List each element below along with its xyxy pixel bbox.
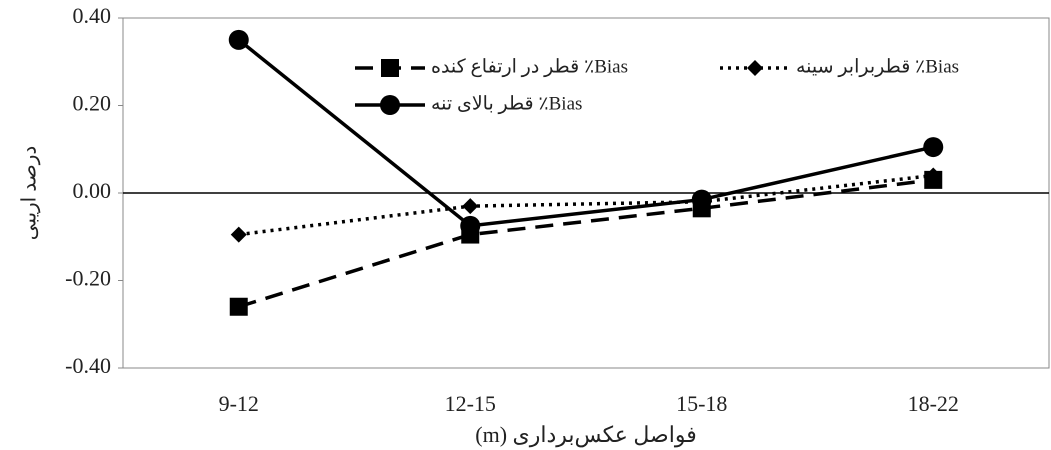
data-point: [460, 215, 481, 236]
data-point: [691, 189, 712, 210]
legend-marker: [380, 95, 400, 115]
x-tick-label: 18-22: [908, 391, 959, 416]
data-point: [229, 297, 248, 316]
x-tick-label: 9-12: [219, 391, 259, 416]
y-axis-title: درصد اریبی: [19, 146, 41, 241]
legend-marker: [381, 59, 399, 77]
x-axis-title: فواصل عکس‌برداری (m): [475, 422, 696, 448]
series-line: [238, 178, 934, 309]
legend-label: قطربرابر سینه ٪Bias: [796, 56, 959, 77]
data-point: [462, 198, 479, 215]
data-point: [230, 226, 247, 243]
series-line: [238, 173, 934, 237]
series-line: [237, 38, 934, 228]
data-point: [923, 137, 944, 158]
y-tick-label: -0.40: [65, 353, 111, 378]
data-point: [925, 167, 942, 184]
legend-label: قطر در ارتفاع کنده ٪Bias: [431, 56, 628, 77]
y-tick-label: 0.40: [73, 3, 112, 28]
data-point: [228, 29, 249, 50]
legend-marker: [747, 60, 763, 76]
y-tick-label: 0.20: [73, 91, 112, 116]
y-tick-label: -0.20: [65, 266, 111, 291]
x-tick-label: 12-15: [445, 391, 496, 416]
legend-label: قطر بالای تنه ٪Bias: [431, 93, 582, 114]
y-tick-label: 0.00: [73, 178, 112, 203]
x-tick-label: 15-18: [676, 391, 727, 416]
